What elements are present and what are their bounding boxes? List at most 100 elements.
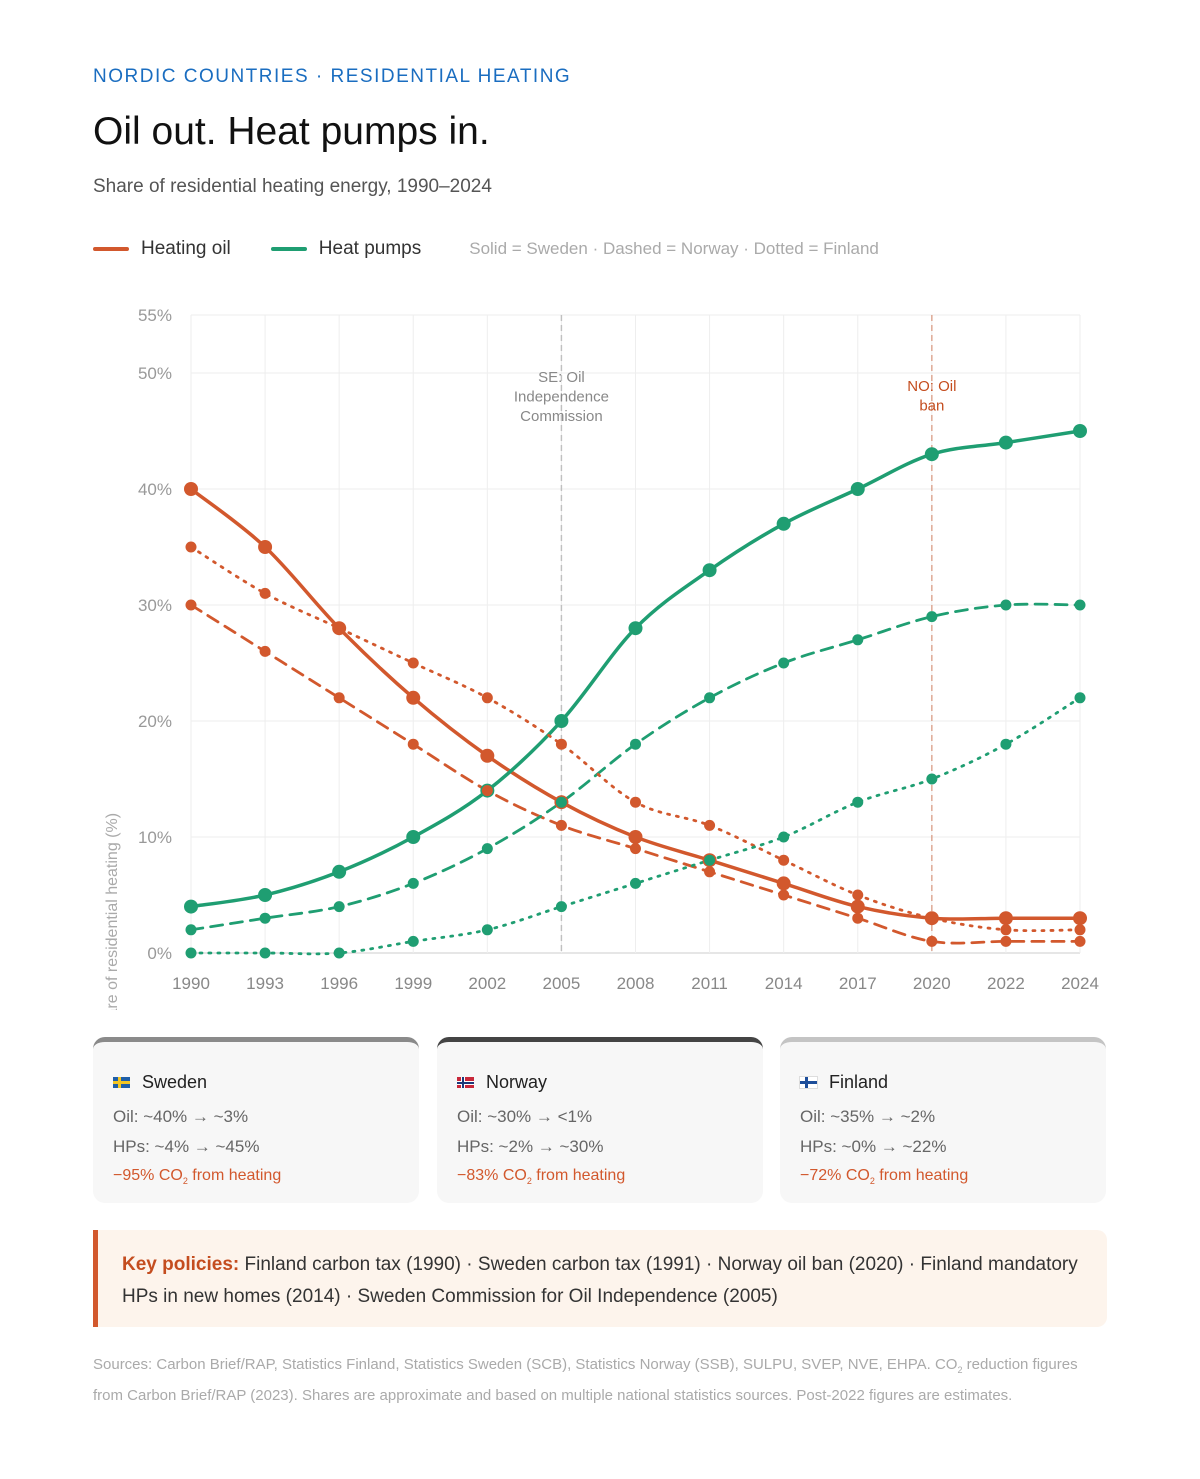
point-hp-norway: [852, 634, 864, 646]
point-oil-finland: [333, 622, 345, 634]
point-oil-norway: [481, 785, 493, 797]
policy-text: Finland carbon tax (1990) · Sweden carbo…: [122, 1254, 1078, 1307]
norway-flag-icon: [457, 1077, 474, 1088]
point-hp-sweden: [850, 482, 865, 496]
point-oil-finland: [926, 912, 938, 924]
finland-flag-icon: [799, 1076, 818, 1089]
point-hp-sweden: [184, 899, 198, 914]
policy-label: Key policies:: [122, 1254, 240, 1275]
point-hp-norway: [555, 796, 567, 808]
x-tick-label: 1996: [320, 974, 358, 993]
point-hp-sweden: [776, 516, 791, 531]
sources-text: Sources: Carbon Brief/RAP, Statistics Fi…: [93, 1356, 958, 1373]
x-tick-label: 1993: [246, 974, 284, 993]
point-oil-finland: [407, 657, 419, 669]
card-finland: Finland Oil: ~35% → ~2% HPs: ~0% → ~22% …: [780, 1037, 1106, 1203]
point-oil-sweden: [998, 911, 1013, 926]
x-tick-label: 2020: [913, 974, 951, 993]
point-hp-sweden: [554, 714, 569, 728]
co2-suffix: from heating: [187, 1167, 282, 1184]
card-co2: −95% CO2 from heating: [113, 1167, 399, 1186]
point-hp-sweden: [258, 888, 273, 902]
point-hp-norway: [407, 877, 419, 889]
legend-label-oil: Heating oil: [141, 238, 231, 259]
point-oil-norway: [1074, 935, 1086, 947]
co2-sub: 2: [526, 1176, 532, 1187]
point-hp-sweden: [1073, 424, 1087, 438]
sources-sub: 2: [957, 1365, 963, 1375]
card-norway: Norway Oil: ~30% → <1% HPs: ~2% → ~30% −…: [437, 1037, 763, 1203]
point-hp-sweden: [406, 830, 421, 844]
point-hp-norway: [1000, 599, 1012, 611]
annotations: SE: Oil Independence Commission NO: Oil ban: [514, 315, 956, 953]
card-sweden: Sweden Oil: ~40% → ~3% HPs: ~4% → ~45% −…: [93, 1037, 419, 1203]
y-tick-label: 55%: [138, 306, 172, 325]
point-oil-finland: [481, 692, 493, 704]
point-hp-norway: [704, 692, 716, 704]
point-oil-norway: [1000, 935, 1012, 947]
point-hp-norway: [926, 611, 938, 623]
co2-value: −83% CO: [457, 1167, 527, 1184]
point-hp-sweden: [332, 864, 347, 879]
annotation-label: Independence: [514, 389, 609, 406]
key-policies-callout: Key policies: Finland carbon tax (1990) …: [93, 1230, 1107, 1327]
card-oil: Oil: ~30% → <1%: [457, 1107, 593, 1126]
x-tick-label: 2024: [1061, 974, 1099, 993]
point-oil-norway: [259, 645, 271, 657]
co2-sub: 2: [182, 1176, 188, 1187]
annotation-label: ban: [919, 398, 944, 415]
point-oil-norway: [333, 692, 345, 704]
legend-item-oil: Heating oil: [93, 238, 231, 260]
point-hp-norway: [1074, 599, 1086, 611]
x-tick-label: 2002: [468, 974, 506, 993]
line-chart: 0% 10% 20% 30% 40% 50% 55% 1990 1993 1996 1999 2002…: [104, 306, 1099, 1010]
point-oil-finland: [185, 541, 197, 553]
point-hp-finland: [555, 901, 567, 913]
point-oil-norway: [852, 912, 864, 924]
point-oil-finland: [1074, 924, 1086, 936]
point-oil-norway: [778, 889, 790, 901]
x-tick-label: 2011: [691, 974, 728, 993]
legend-swatch-oil: [93, 247, 129, 251]
point-oil-norway: [630, 843, 641, 855]
point-oil-sweden: [184, 482, 198, 496]
point-oil-sweden: [850, 899, 865, 914]
series-points: [184, 424, 1087, 959]
y-axis-label: Share of residential heating (%): [104, 813, 121, 1010]
point-oil-finland: [778, 854, 790, 866]
co2-suffix: from heating: [874, 1167, 969, 1184]
kicker: NORDIC COUNTRIES · RESIDENTIAL HEATING: [93, 66, 572, 87]
point-hp-finland: [259, 947, 271, 959]
point-oil-sweden: [1073, 911, 1087, 926]
point-hp-sweden: [702, 563, 717, 578]
co2-sub: 2: [869, 1176, 875, 1187]
card-hp: HPs: ~2% → ~30%: [457, 1137, 604, 1156]
point-hp-finland: [926, 773, 938, 785]
co2-value: −72% CO: [800, 1167, 870, 1184]
point-hp-finland: [481, 924, 493, 936]
point-hp-norway: [259, 912, 271, 924]
sources-text-2: reduction figures from Carbon Brief/RAP …: [93, 1356, 1078, 1404]
co2-value: −95% CO: [113, 1167, 183, 1184]
annotation-label: SE: Oil: [538, 369, 585, 386]
sources-note: Sources: Carbon Brief/RAP, Statistics Fi…: [93, 1352, 1083, 1408]
point-oil-norway: [926, 935, 938, 947]
legend-swatch-hp: [270, 247, 307, 251]
card-country: Norway: [486, 1072, 548, 1092]
x-tick-label: 2008: [617, 974, 655, 993]
point-hp-finland: [333, 947, 345, 959]
x-tick-label: 2022: [987, 974, 1025, 993]
card-country: Finland: [829, 1072, 889, 1092]
point-hp-finland: [185, 947, 197, 959]
point-hp-sweden: [924, 447, 939, 462]
point-oil-finland: [259, 587, 271, 599]
legend-label-hp: Heat pumps: [318, 238, 422, 259]
chart-title: Oil out. Heat pumps in.: [93, 110, 490, 153]
point-hp-finland: [1000, 738, 1012, 750]
point-hp-sweden: [998, 435, 1013, 450]
point-hp-sweden: [628, 621, 643, 636]
y-tick-label: 0%: [147, 944, 172, 963]
point-hp-norway: [333, 901, 345, 913]
card-oil: Oil: ~35% → ~2%: [800, 1107, 936, 1126]
